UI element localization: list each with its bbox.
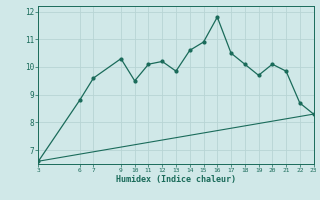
X-axis label: Humidex (Indice chaleur): Humidex (Indice chaleur) (116, 175, 236, 184)
